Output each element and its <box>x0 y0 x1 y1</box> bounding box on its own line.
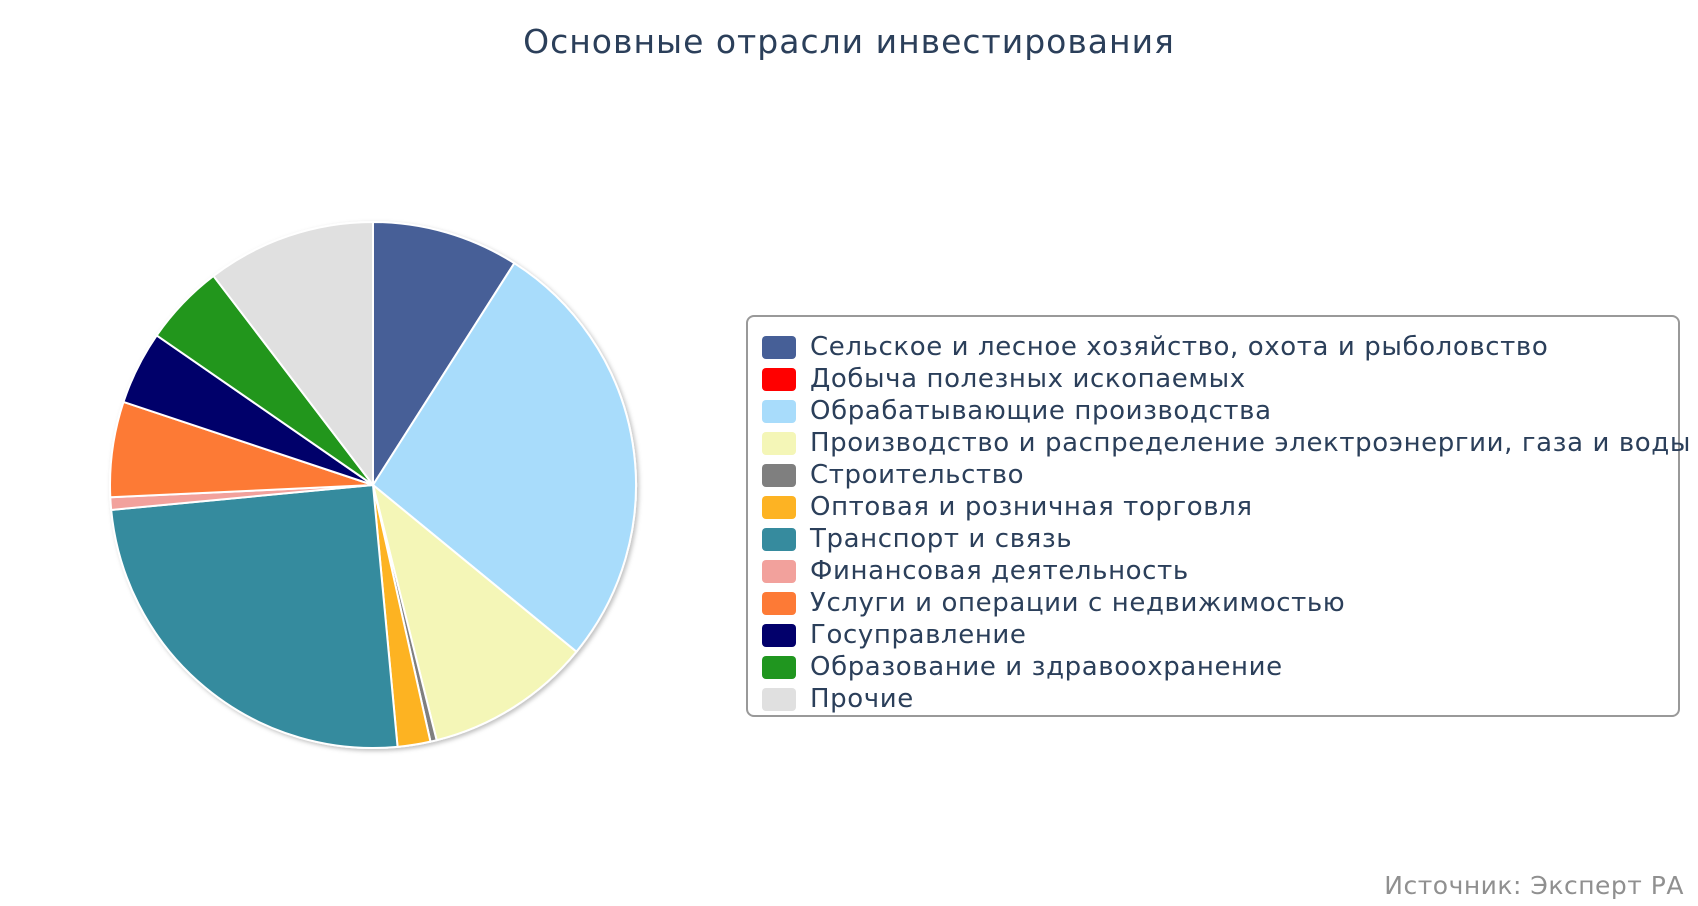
legend-item-8[interactable]: Услуги и операции с недвижимостью <box>762 587 1678 619</box>
legend-item-4[interactable]: Строительство <box>762 459 1678 491</box>
pie-slice-0[interactable] <box>372 220 516 489</box>
pie-chart <box>109 220 637 749</box>
legend-item-11[interactable]: Прочие <box>762 683 1678 715</box>
legend-swatch <box>762 655 796 679</box>
legend-item-9[interactable]: Госуправление <box>762 619 1678 651</box>
legend-label: Добыча полезных ископаемых <box>810 364 1246 394</box>
legend-item-1[interactable]: Добыча полезных ископаемых <box>762 363 1678 395</box>
legend-swatch <box>762 463 796 487</box>
legend-item-3[interactable]: Производство и распределение электроэнер… <box>762 427 1690 459</box>
legend-label: Обрабатывающие производства <box>810 396 1272 426</box>
legend-item-5[interactable]: Оптовая и розничная торговля <box>762 491 1678 523</box>
legend-swatch <box>762 495 796 519</box>
pie-slice-2[interactable] <box>371 261 637 654</box>
legend-swatch <box>762 687 796 711</box>
legend-label: Услуги и операции с недвижимостью <box>810 588 1346 618</box>
chart-title: Основные отрасли инвестирования <box>523 22 1175 61</box>
legend-swatch <box>762 527 796 551</box>
legend-item-7[interactable]: Финансовая деятельность <box>762 555 1678 587</box>
legend-swatch <box>762 431 796 455</box>
legend-label: Транспорт и связь <box>810 524 1073 554</box>
legend-item-10[interactable]: Образование и здравоохранение <box>762 651 1678 683</box>
legend-swatch <box>762 335 796 359</box>
legend-item-0[interactable]: Сельское и лесное хозяйство, охота и рыб… <box>762 331 1678 363</box>
pie-slices <box>109 220 637 749</box>
legend-label: Образование и здравоохранение <box>810 652 1283 682</box>
legend-item-6[interactable]: Транспорт и связь <box>762 523 1678 555</box>
pie-slice-3[interactable] <box>371 482 578 742</box>
legend-label: Госуправление <box>810 620 1027 650</box>
pie-slice-11[interactable] <box>212 220 374 488</box>
legend-label: Строительство <box>810 460 1025 490</box>
legend: Сельское и лесное хозяйство, охота и рыб… <box>746 315 1690 717</box>
legend-label: Оптовая и розничная торговля <box>810 492 1253 522</box>
legend-swatch <box>762 623 796 647</box>
legend-label: Финансовая деятельность <box>810 556 1189 586</box>
legend-label: Производство и распределение электроэнер… <box>810 428 1691 458</box>
legend-label: Сельское и лесное хозяйство, охота и рыб… <box>810 332 1549 362</box>
legend-swatch <box>762 399 796 423</box>
legend-item-2[interactable]: Обрабатывающие производства <box>762 395 1678 427</box>
legend-label: Прочие <box>810 684 914 714</box>
legend-swatch <box>762 367 796 391</box>
legend-swatch <box>762 559 796 583</box>
legend-swatch <box>762 591 796 615</box>
pie-slice-6[interactable] <box>110 483 399 749</box>
source-credit[interactable]: Источник: Эксперт РА <box>1384 871 1684 900</box>
